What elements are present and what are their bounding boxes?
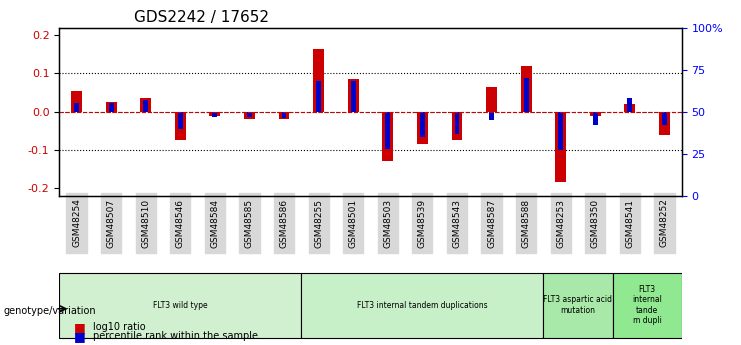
Bar: [313, 49, 324, 112]
Bar: [247, 112, 252, 117]
FancyBboxPatch shape: [543, 273, 613, 338]
Bar: [555, 112, 566, 183]
Text: percentile rank within the sample: percentile rank within the sample: [93, 332, 258, 341]
Bar: [316, 81, 321, 112]
Bar: [558, 112, 563, 150]
Bar: [71, 91, 82, 112]
Bar: [662, 112, 667, 125]
Text: FLT3 internal tandem duplications: FLT3 internal tandem duplications: [357, 300, 488, 309]
Text: GDS2242 / 17652: GDS2242 / 17652: [134, 10, 269, 25]
Bar: [210, 112, 220, 116]
Bar: [590, 112, 601, 116]
Bar: [143, 100, 148, 112]
Text: log10 ratio: log10 ratio: [93, 322, 145, 332]
Text: FLT3 wild type: FLT3 wild type: [153, 300, 207, 309]
Bar: [420, 112, 425, 137]
Text: genotype/variation: genotype/variation: [4, 306, 96, 315]
Bar: [175, 112, 186, 140]
Bar: [489, 112, 494, 120]
FancyBboxPatch shape: [59, 273, 302, 338]
Bar: [348, 79, 359, 112]
Text: FLT3
internal
tande
m dupli: FLT3 internal tande m dupli: [632, 285, 662, 325]
Bar: [417, 112, 428, 144]
Bar: [244, 112, 255, 119]
Bar: [213, 112, 217, 117]
Text: FLT3 aspartic acid
mutation: FLT3 aspartic acid mutation: [543, 295, 613, 315]
Bar: [625, 104, 635, 112]
Bar: [350, 81, 356, 112]
Bar: [279, 112, 290, 119]
Bar: [593, 112, 598, 125]
Text: ■: ■: [74, 330, 86, 343]
Bar: [385, 112, 391, 149]
Bar: [486, 87, 497, 112]
FancyBboxPatch shape: [613, 273, 682, 338]
Bar: [106, 102, 116, 112]
Bar: [454, 112, 459, 134]
Bar: [628, 98, 632, 112]
Bar: [521, 66, 531, 112]
Text: ■: ■: [74, 321, 86, 334]
Bar: [140, 98, 151, 112]
Bar: [451, 112, 462, 140]
Bar: [382, 112, 393, 161]
FancyBboxPatch shape: [302, 273, 543, 338]
Bar: [524, 78, 528, 112]
Bar: [178, 112, 183, 129]
Bar: [659, 112, 670, 135]
Bar: [109, 103, 113, 112]
Bar: [282, 112, 287, 118]
Bar: [74, 103, 79, 112]
